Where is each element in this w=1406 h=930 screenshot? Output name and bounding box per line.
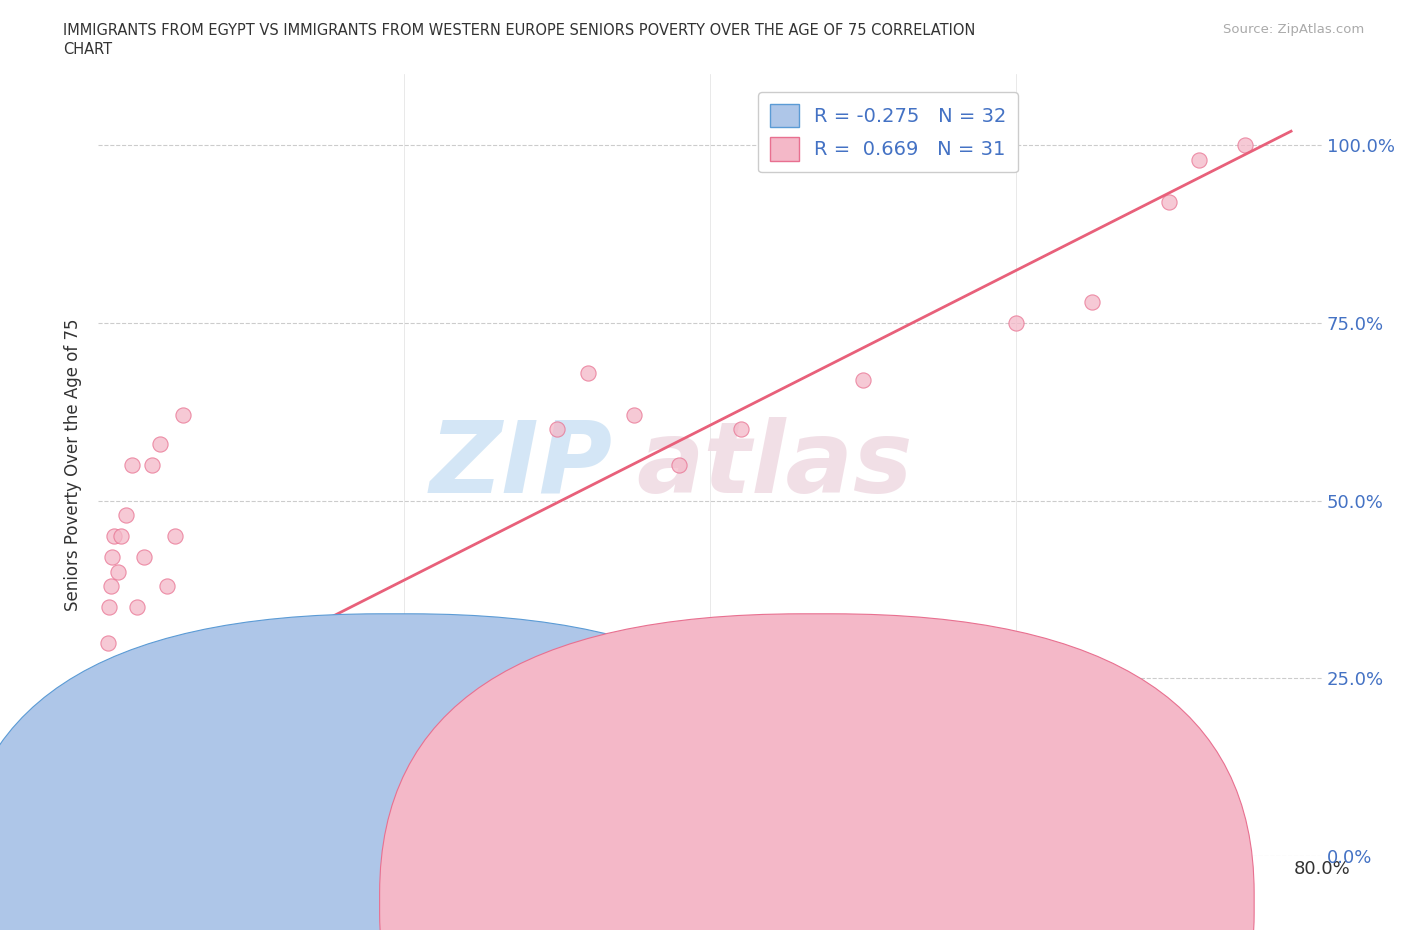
Point (87, 784, 110, 799)
Point (110, 528, 132, 543)
Text: CHART: CHART (63, 42, 112, 57)
Point (90, 777, 112, 792)
Point (125, 649, 148, 664)
Point (623, 408, 645, 423)
Point (89, 799, 111, 814)
Point (107, 565, 129, 579)
Point (89, 784, 111, 799)
Point (156, 578, 179, 593)
Point (87, 777, 110, 792)
Point (149, 436, 172, 451)
Point (730, 422, 752, 437)
Point (91, 784, 114, 799)
Point (89, 770, 111, 785)
Point (98, 600, 121, 615)
Point (115, 507, 138, 522)
Text: Immigrants from Egypt: Immigrants from Egypt (422, 894, 614, 912)
Point (98, 770, 121, 785)
Point (576, 365, 599, 380)
Point (87, 805, 110, 820)
Point (90, 721, 112, 736)
Point (87, 763, 110, 777)
Point (91, 692, 114, 707)
Point (668, 458, 690, 472)
Point (163, 528, 186, 543)
Point (121, 458, 143, 472)
Point (90, 791, 112, 806)
Point (97, 777, 120, 792)
Y-axis label: Seniors Poverty Over the Age of 75: Seniors Poverty Over the Age of 75 (65, 319, 83, 611)
Point (91, 791, 114, 806)
Point (93, 784, 115, 799)
Point (110, 671, 132, 685)
Text: Source: ZipAtlas.com: Source: ZipAtlas.com (1223, 23, 1364, 36)
Point (134, 550, 156, 565)
Point (172, 408, 194, 423)
Point (118, 663, 141, 678)
Point (100, 763, 122, 777)
Point (1157, 194, 1180, 209)
Point (285, 805, 308, 820)
Point (87, 727, 110, 742)
Point (240, 741, 263, 756)
Point (141, 458, 163, 472)
Point (134, 663, 156, 678)
Point (93, 671, 115, 685)
Point (546, 422, 568, 437)
Text: atlas: atlas (637, 417, 912, 513)
Point (852, 372, 875, 387)
Point (103, 528, 125, 543)
Legend: R = -0.275   N = 32, R =  0.669   N = 31: R = -0.275 N = 32, R = 0.669 N = 31 (758, 92, 1018, 172)
Point (1081, 294, 1104, 309)
Point (1188, 153, 1211, 167)
Point (105, 692, 128, 707)
Point (87, 799, 110, 814)
Point (93, 770, 115, 785)
Point (1234, 138, 1257, 153)
Point (103, 749, 125, 764)
Point (91, 770, 114, 785)
Text: ZIP: ZIP (429, 417, 612, 513)
Point (87, 749, 110, 764)
Point (156, 692, 179, 707)
Point (101, 756, 124, 771)
Text: Immigrants from Western Europe: Immigrants from Western Europe (844, 894, 1121, 912)
Point (100, 578, 122, 593)
Point (179, 706, 201, 721)
Point (101, 550, 124, 565)
Point (94, 770, 117, 785)
Text: IMMIGRANTS FROM EGYPT VS IMMIGRANTS FROM WESTERN EUROPE SENIORS POVERTY OVER THE: IMMIGRANTS FROM EGYPT VS IMMIGRANTS FROM… (63, 23, 976, 38)
Point (1004, 315, 1026, 330)
Point (87, 791, 110, 806)
Point (97, 635, 120, 650)
Point (125, 600, 148, 615)
